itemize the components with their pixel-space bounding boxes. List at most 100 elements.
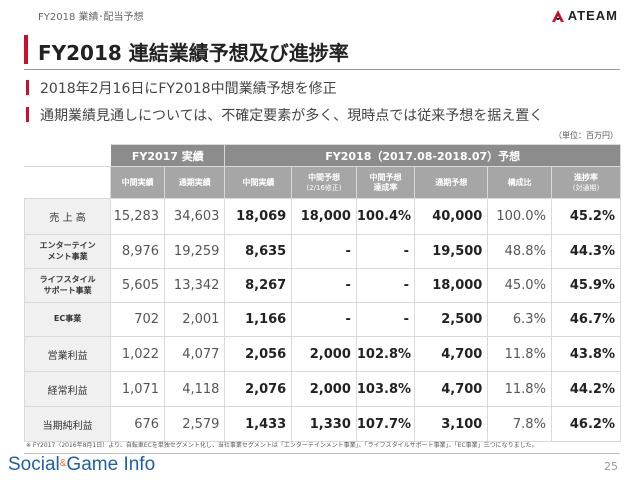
value-cell: 5,605 <box>110 268 166 303</box>
row-label-line: 営業利益 <box>47 350 88 362</box>
breadcrumb: FY2018 業績･配当予想 <box>38 12 144 23</box>
col-header-main: 中間予想 <box>308 172 341 182</box>
col-header: 通期予想 <box>414 166 489 199</box>
table-body: 売 上 高 15,283 34,603 18,069 18,000 100.4% 40,00… <box>23 198 622 442</box>
value-cell: - <box>355 234 416 269</box>
value-cell: 3,100 <box>414 406 489 442</box>
row-label-line: 当期純利益 <box>42 420 93 432</box>
col-header: 通期実績 <box>164 166 226 199</box>
col-header-main: 進捗率 <box>573 172 598 182</box>
value-cell: 18,069 <box>224 198 293 235</box>
value-cell: 43.8% <box>550 336 622 372</box>
value-cell: 7.8% <box>487 406 552 442</box>
value-cell: 2,000 <box>291 336 357 372</box>
bullet-marker <box>26 107 29 122</box>
value-cell: - <box>291 302 357 337</box>
col-header: 中間実績 <box>224 166 293 199</box>
table-row: 当期純利益 676 2,579 1,433 1,330 107.7% 3,100 7.8% 46… <box>23 406 622 442</box>
unit-note: （単位：百万円） <box>554 131 618 140</box>
page-number: 25 <box>604 460 618 473</box>
value-cell: 44.3% <box>550 234 622 269</box>
value-cell: 19,500 <box>414 234 489 269</box>
col-header: 中間実績 <box>110 166 166 199</box>
group-header-fy2018: FY2018（2017.08-2018.07）予想 <box>224 144 621 167</box>
value-cell: 45.9% <box>550 268 622 303</box>
value-cell: 1,330 <box>291 406 357 442</box>
value-cell: 1,433 <box>224 406 293 442</box>
value-cell: 8,976 <box>110 234 166 269</box>
value-cell: 4,700 <box>414 336 489 372</box>
value-cell: - <box>291 234 357 269</box>
value-cell: 46.2% <box>550 406 622 442</box>
source-brand-logo: Social&Game Info <box>8 454 155 476</box>
row-label-line: EC事業 <box>53 314 82 324</box>
corner-cell <box>23 166 112 199</box>
bullet-marker <box>26 80 29 95</box>
value-cell: 100.4% <box>355 198 416 235</box>
value-cell: 34,603 <box>164 198 226 235</box>
forecast-table: FY2017 実績 FY2018（2017.08-2018.07）予想 中間実績… <box>23 144 622 442</box>
row-label-line: ライフスタイル <box>39 275 96 285</box>
row-label-line: エンターテイン <box>39 241 96 251</box>
brand-part: Game <box>66 454 119 475</box>
value-cell: 2,001 <box>164 302 226 337</box>
row-label-line: 売 上 高 <box>49 213 86 224</box>
value-cell: 44.2% <box>550 371 622 407</box>
table-row: 売 上 高 15,283 34,603 18,069 18,000 100.4% 40,00… <box>23 198 622 235</box>
value-cell: 103.8% <box>355 371 416 407</box>
row-label: 経常利益 <box>23 371 112 407</box>
value-cell: 676 <box>110 406 166 442</box>
col-header: 構成比 <box>487 166 552 199</box>
value-cell: 1,071 <box>110 371 166 407</box>
value-cell: 18,000 <box>414 268 489 303</box>
bullet-text: 通期業績見通しについては、不確定要素が多く、現時点では従来予想を据え置く <box>40 108 544 124</box>
value-cell: 1,022 <box>110 336 166 372</box>
row-label: 売 上 高 <box>23 198 112 235</box>
value-cell: 2,500 <box>414 302 489 337</box>
col-header: 中間予想 (2/16修正) <box>291 166 357 199</box>
col-header-line: 中間予想 <box>369 172 402 182</box>
brand-amp: & <box>59 458 67 469</box>
value-cell: 4,077 <box>164 336 226 372</box>
company-logo: ATEAM <box>551 8 618 23</box>
value-cell: - <box>291 268 357 303</box>
value-cell: 100.0% <box>487 198 552 235</box>
value-cell: 702 <box>110 302 166 337</box>
value-cell: 8,267 <box>224 268 293 303</box>
title-accent-bar <box>24 35 28 64</box>
value-cell: 2,000 <box>291 371 357 407</box>
value-cell: 4,118 <box>164 371 226 407</box>
table-row: エンターテイン メント事業 8,976 19,259 8,635- -19,500 48.8… <box>23 234 622 269</box>
title-divider <box>24 69 620 70</box>
corner-cell <box>23 144 112 167</box>
row-label-line: サポート事業 <box>43 285 92 295</box>
table-row: 経常利益 1,071 4,118 2,076 2,000 103.8% 4,700 11.8%… <box>23 371 622 407</box>
value-cell: 45.2% <box>550 198 622 235</box>
value-cell: 2,579 <box>164 406 226 442</box>
logo-text: ATEAM <box>567 8 618 23</box>
value-cell: 8,635 <box>224 234 293 269</box>
table-row: EC事業 702 2,001 1,166- -2,500 6.3% 46.7% <box>23 302 622 337</box>
col-header-sub: (2/16修正) <box>306 183 342 192</box>
row-label: ライフスタイル サポート事業 <box>23 268 112 303</box>
value-cell: 19,259 <box>164 234 226 269</box>
value-cell: 4,700 <box>414 371 489 407</box>
footnote: ※ FY2017（2016年8月1日）より、自転車ECを単独セグメント化し、当社… <box>26 442 538 449</box>
row-label: EC事業 <box>23 302 112 337</box>
value-cell: 102.8% <box>355 336 416 372</box>
brand-part: Info <box>118 454 156 475</box>
logo-mark-icon <box>551 9 564 22</box>
col-header: 進捗率 (対通期) <box>550 166 622 199</box>
value-cell: 48.8% <box>487 234 552 269</box>
table-row: ライフスタイル サポート事業 5,605 13,342 8,267- -18,000 45.… <box>23 268 622 303</box>
row-label-line: 経常利益 <box>47 385 88 397</box>
value-cell: 2,076 <box>224 371 293 407</box>
bullet-text: 2018年2月16日にFY2018中間業績予想を修正 <box>40 81 337 97</box>
row-label: 営業利益 <box>23 336 112 372</box>
row-label: エンターテイン メント事業 <box>23 234 112 269</box>
value-cell: 6.3% <box>487 302 552 337</box>
value-cell: 13,342 <box>164 268 226 303</box>
row-label: 当期純利益 <box>23 406 112 442</box>
brand-part: Social <box>8 454 60 475</box>
value-cell: 11.8% <box>487 371 552 407</box>
